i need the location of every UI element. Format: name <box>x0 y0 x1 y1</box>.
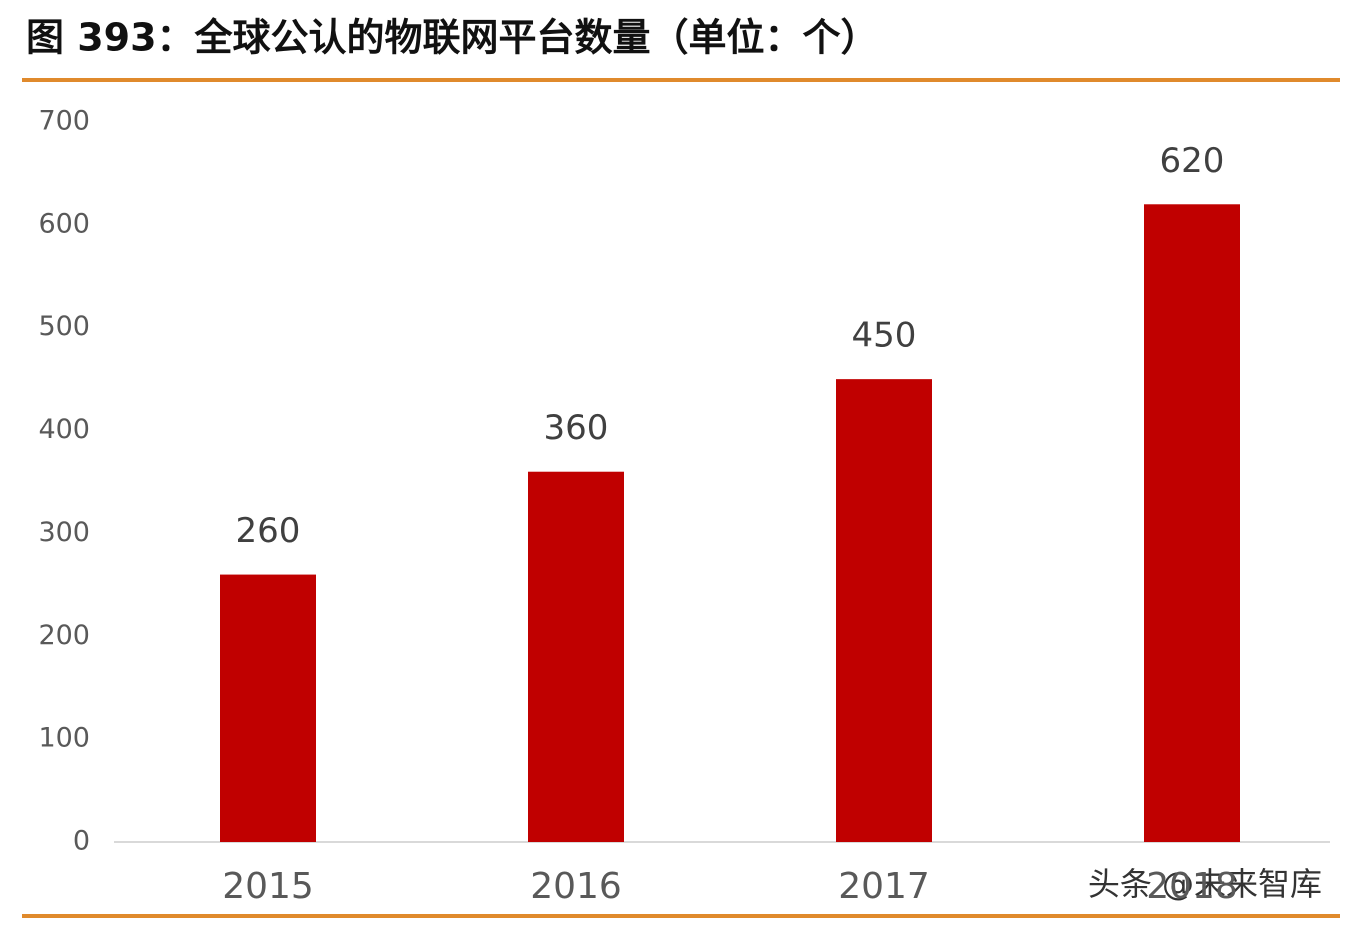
bar <box>836 379 932 842</box>
y-tick-label: 300 <box>38 517 90 548</box>
y-tick-label: 700 <box>38 106 90 137</box>
x-tick-label: 2016 <box>530 866 622 907</box>
y-tick-label: 600 <box>38 208 90 239</box>
x-tick-label: 2017 <box>838 866 930 907</box>
x-tick-label: 2015 <box>222 866 314 907</box>
y-tick-label: 0 <box>73 826 90 857</box>
y-tick-label: 400 <box>38 414 90 445</box>
x-tick-label: 2018 <box>1146 866 1238 907</box>
bar <box>528 471 624 842</box>
watermark: 头条 @未来智库 <box>1088 865 1322 903</box>
data-label: 450 <box>852 316 917 356</box>
y-tick-label: 100 <box>38 723 90 754</box>
chart-title: 图 393：全球公认的物联网平台数量（单位：个） <box>26 16 879 60</box>
bar <box>220 574 316 842</box>
y-tick-label: 200 <box>38 620 90 651</box>
data-label: 620 <box>1160 141 1225 181</box>
data-label: 360 <box>544 408 609 448</box>
data-label: 260 <box>236 511 301 551</box>
bar <box>1144 204 1240 843</box>
y-tick-label: 500 <box>38 311 90 342</box>
